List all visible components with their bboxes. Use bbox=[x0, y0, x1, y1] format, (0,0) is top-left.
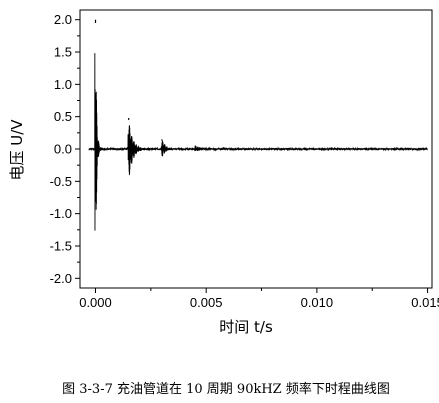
y-tick-label: 1.5 bbox=[54, 45, 72, 60]
y-tick-label: 2.0 bbox=[54, 12, 72, 27]
y-tick-label: 0.5 bbox=[54, 109, 72, 124]
x-tick-label: 0.005 bbox=[190, 295, 223, 310]
x-tick-label: 0.010 bbox=[301, 295, 334, 310]
x-tick-label: 0.015 bbox=[411, 295, 439, 310]
y-axis-label: 电压 U/V bbox=[8, 119, 26, 181]
x-tick-label: 0.000 bbox=[79, 295, 112, 310]
y-tick-label: -0.5 bbox=[50, 174, 72, 189]
y-tick-label: -1.5 bbox=[50, 238, 72, 253]
figure-caption: 图 3-3-7 充油管道在 10 周期 90kHZ 频率下时程曲线图 bbox=[62, 381, 390, 397]
y-tick-label: 1.0 bbox=[54, 77, 72, 92]
x-axis-label: 时间 t/s bbox=[219, 318, 273, 336]
y-tick-label: -2.0 bbox=[50, 271, 72, 286]
plot-area bbox=[88, 19, 428, 231]
ticks: 2.0 1.5 1.0 0.5 0.0 -0.5 -1.0 -1.5 -2.0 0.000 0.00… bbox=[50, 12, 439, 310]
series-line bbox=[88, 53, 428, 231]
y-tick-label: 0.0 bbox=[54, 142, 72, 157]
y-tick-label: -1.0 bbox=[50, 206, 72, 221]
